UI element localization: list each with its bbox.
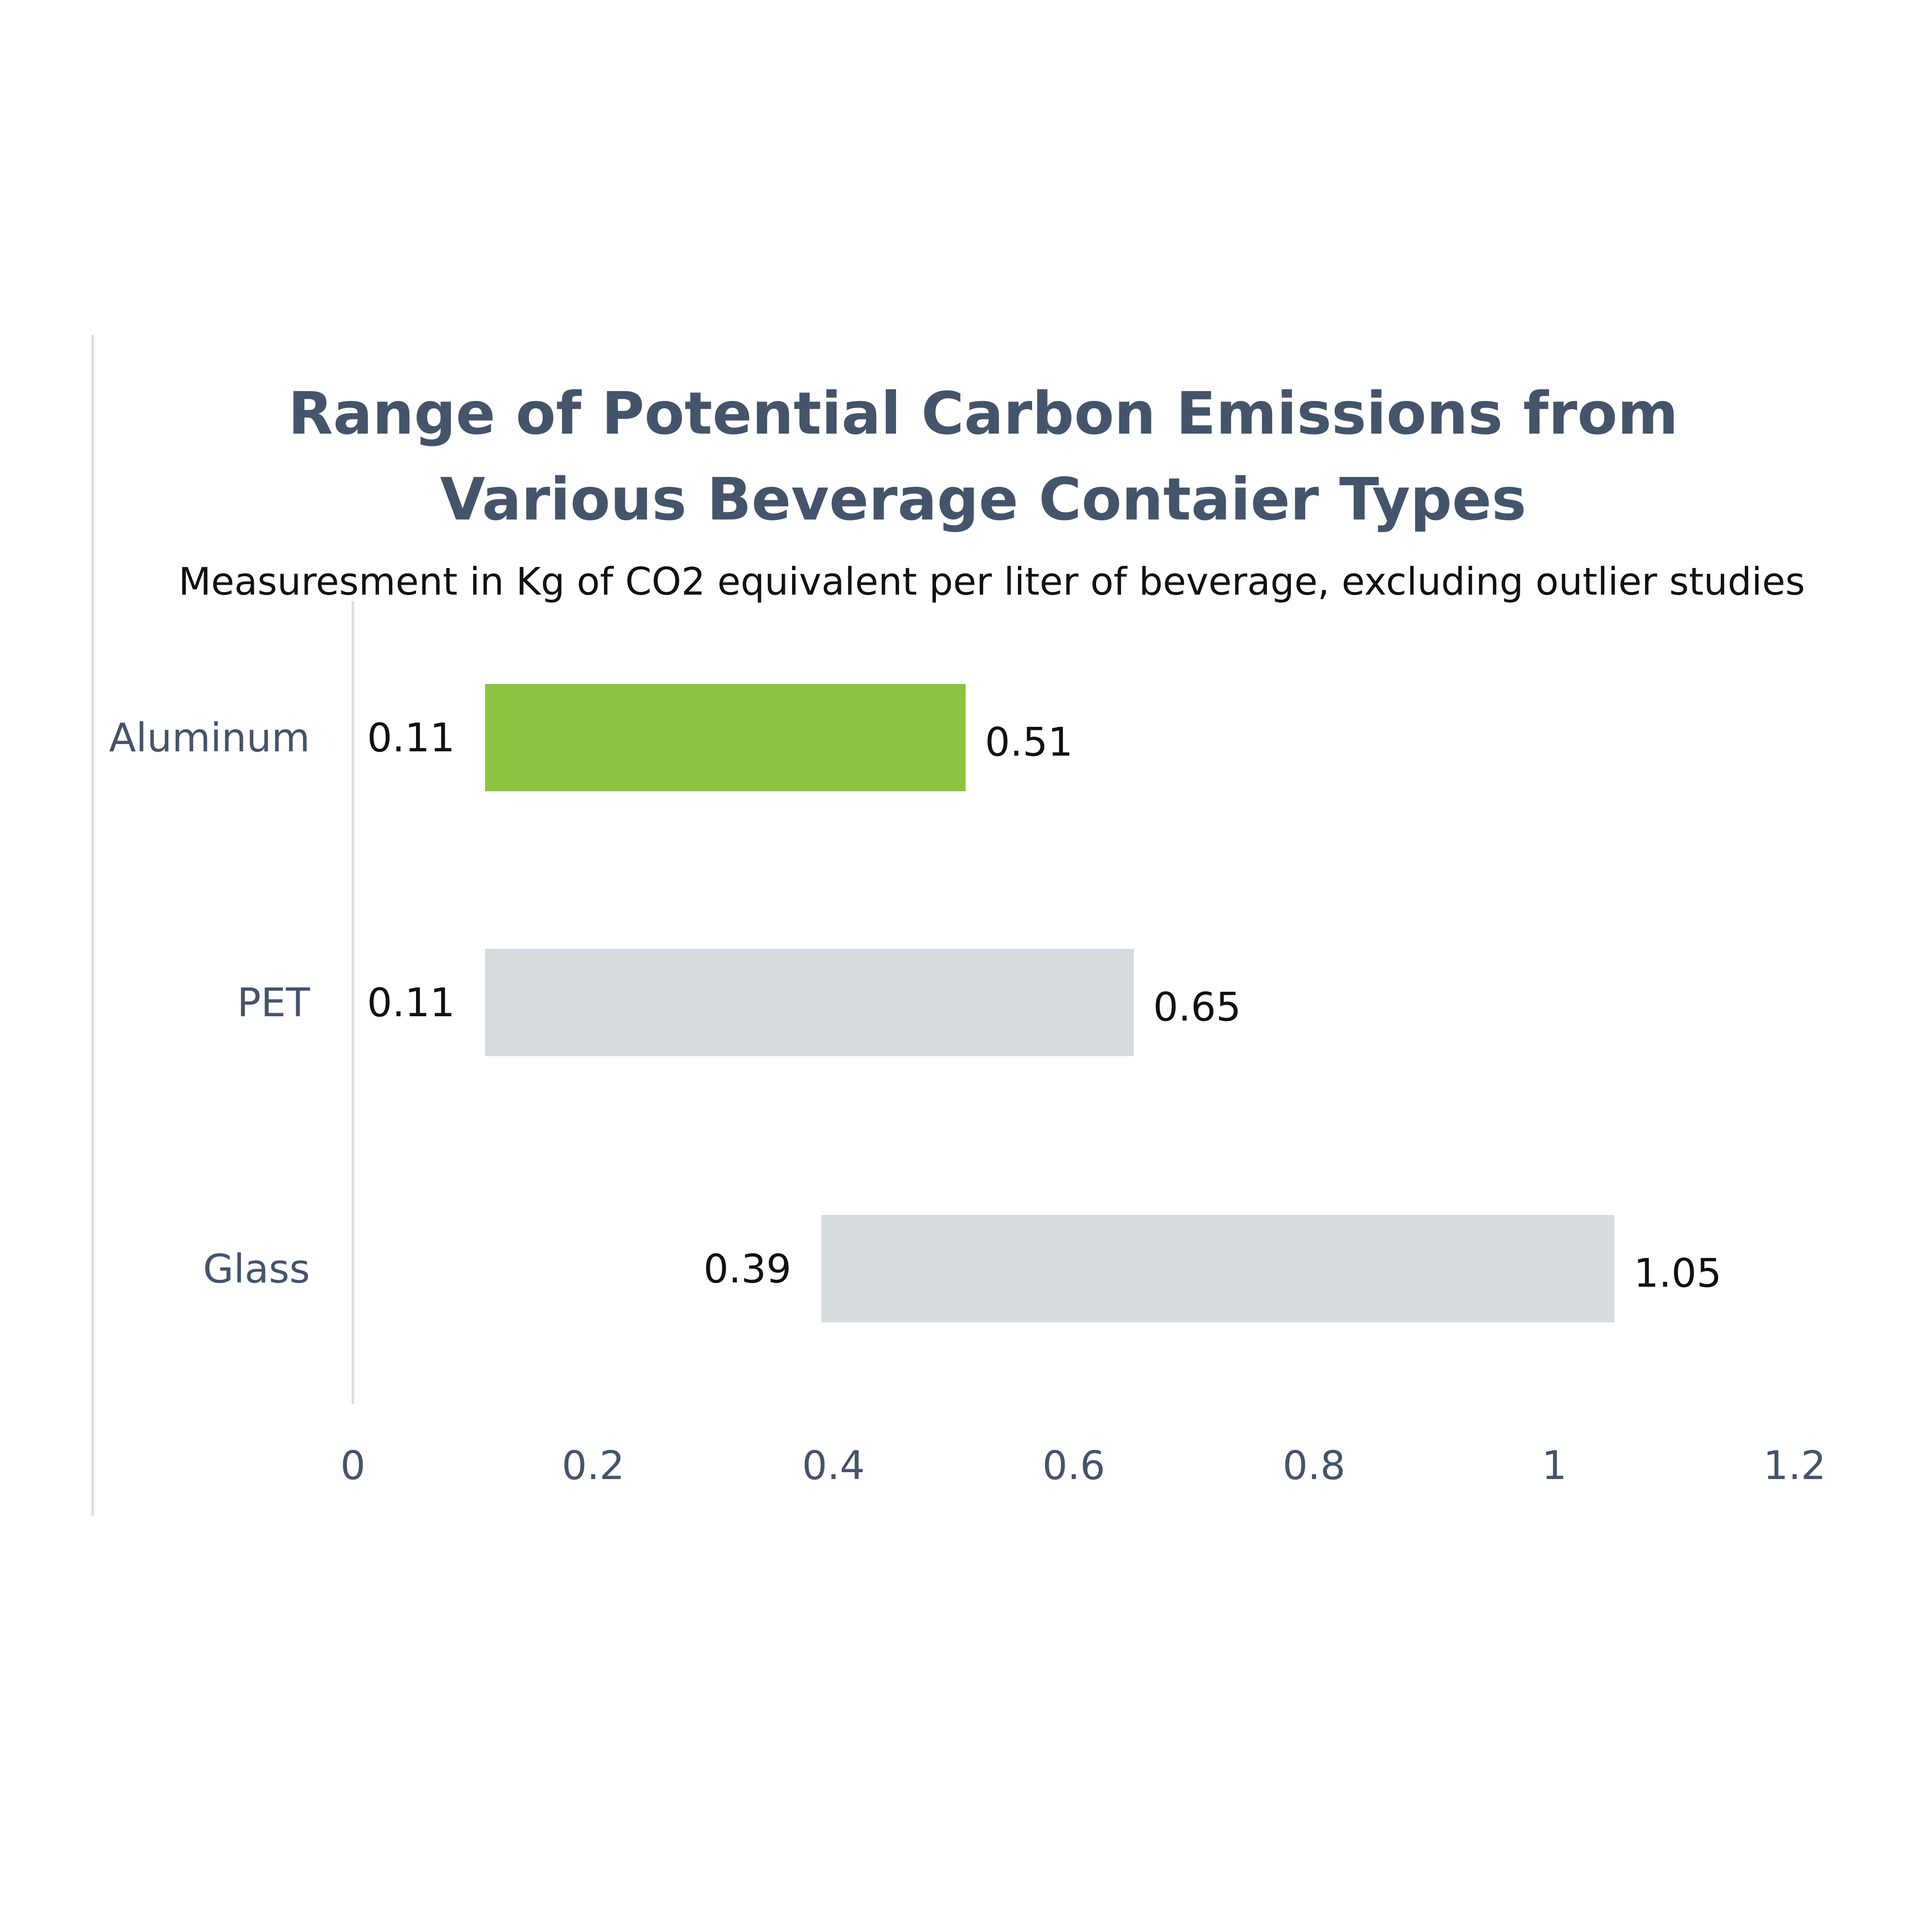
- high-value-label-aluminum: 0.51: [985, 719, 1073, 765]
- bars-group: [485, 684, 1615, 1322]
- x-axis-tick-labels: 0 0.2 0.4 0.6 0.8 1 1.2: [340, 1443, 1826, 1488]
- low-value-label-glass: 0.39: [704, 1246, 792, 1292]
- x-tick-label: 0.4: [802, 1443, 865, 1488]
- high-value-label-glass: 1.05: [1634, 1250, 1722, 1296]
- x-tick-label: 0.2: [562, 1443, 625, 1488]
- chart-title-line-2: Various Beverage Contaier Types: [440, 466, 1526, 534]
- bar-glass: [821, 1215, 1615, 1322]
- category-label-glass: Glass: [203, 1246, 310, 1292]
- x-tick-label: 1: [1542, 1443, 1567, 1488]
- x-tick-label: 0.6: [1042, 1443, 1105, 1488]
- category-label-aluminum: Aluminum: [109, 715, 310, 761]
- data-labels-group: 0.11 0.51 0.11 0.65 0.39 1.05: [367, 715, 1722, 1296]
- category-label-pet: PET: [237, 980, 310, 1026]
- low-value-label-pet: 0.11: [367, 980, 455, 1026]
- bar-pet: [485, 949, 1134, 1056]
- chart-subtitle: Measuresment in Kg of CO2 equivalent per…: [179, 559, 1805, 604]
- chart-title-line-1: Range of Potential Carbon Emissions from: [288, 380, 1678, 448]
- x-tick-label: 1.2: [1763, 1443, 1826, 1488]
- high-value-label-pet: 0.65: [1153, 984, 1241, 1030]
- low-value-label-aluminum: 0.11: [367, 715, 455, 761]
- bar-aluminum: [485, 684, 966, 791]
- x-tick-label: 0: [340, 1443, 366, 1488]
- category-labels-group: Aluminum PET Glass: [109, 715, 310, 1292]
- x-tick-label: 0.8: [1283, 1443, 1346, 1488]
